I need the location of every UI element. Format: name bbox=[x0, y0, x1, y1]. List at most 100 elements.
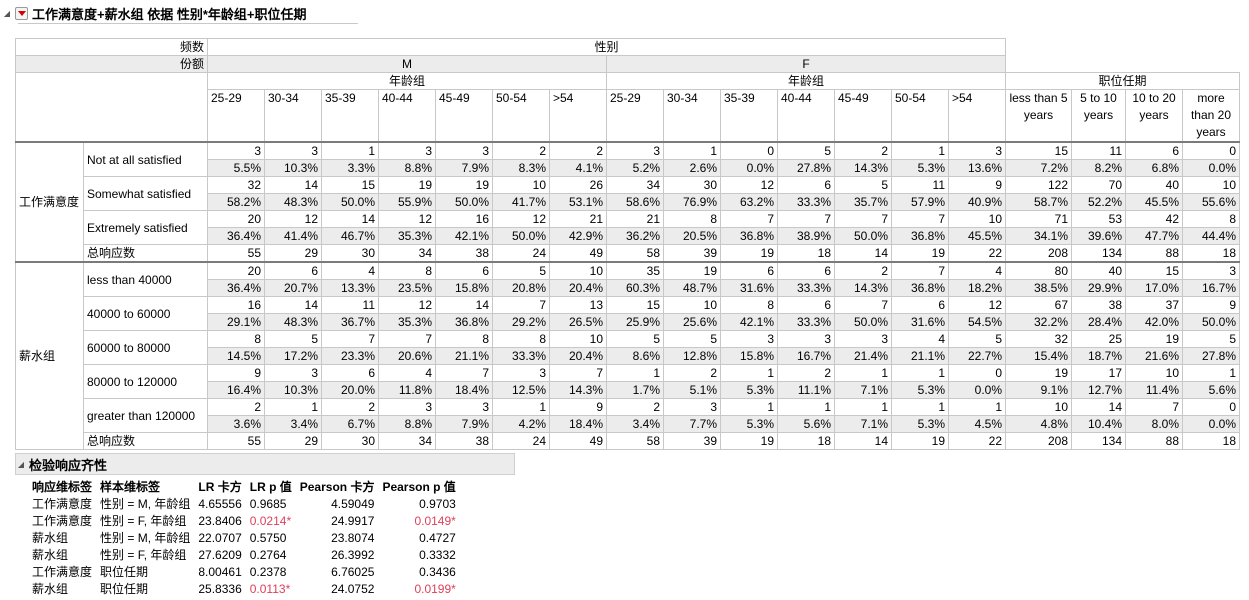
column-header: 25-29 bbox=[606, 89, 664, 143]
column-header: 25-29 bbox=[207, 89, 265, 143]
count-cell: 34 bbox=[606, 176, 664, 194]
pearson-chi-value: 23.8074 bbox=[331, 531, 375, 545]
total-cell: 39 bbox=[663, 244, 721, 263]
share-cell: 5.6% bbox=[777, 415, 835, 433]
total-cell: 38 bbox=[435, 432, 493, 450]
age-group-header-f: 年龄组 bbox=[606, 72, 1006, 90]
count-cell: 3 bbox=[378, 141, 436, 160]
table-row: 36.4% 41.4% 46.7% 35.3% 42.1% 50.0% 42.9% 36.2%… bbox=[16, 227, 1240, 245]
count-cell: 3 bbox=[435, 398, 493, 416]
count-cell: 7 bbox=[720, 210, 778, 228]
count-cell: 10 bbox=[549, 330, 607, 348]
total-cell: 30 bbox=[321, 432, 379, 450]
count-cell: 7 bbox=[435, 364, 493, 382]
count-cell: 7 bbox=[834, 296, 892, 314]
share-cell: 15.4% bbox=[1005, 347, 1072, 365]
count-cell: 3 bbox=[720, 330, 778, 348]
count-cell: 9 bbox=[1182, 296, 1240, 314]
share-cell: 3.6% bbox=[207, 415, 265, 433]
table-row: 60000 to 80000 8 5 7 7 8 8 10 5 5 3 3 3 4 5 32 25 19 5 bbox=[16, 330, 1240, 365]
share-cell: 4.8% bbox=[1005, 415, 1072, 433]
count-cell: 1 bbox=[720, 398, 778, 416]
share-cell: 20.4% bbox=[549, 347, 607, 365]
count-cell: 26 bbox=[549, 176, 607, 194]
share-cell: 41.4% bbox=[264, 227, 322, 245]
count-cell: 11 bbox=[321, 296, 379, 314]
count-cell: 4 bbox=[321, 261, 379, 280]
count-cell: 7 bbox=[834, 210, 892, 228]
red-triangle-menu-icon[interactable] bbox=[15, 6, 28, 20]
share-cell: 21.4% bbox=[834, 347, 892, 365]
share-cell: 29.2% bbox=[492, 313, 550, 331]
disclosure-triangle-icon[interactable]: ◢ bbox=[17, 459, 25, 469]
share-cell: 45.5% bbox=[948, 227, 1006, 245]
gender-m-header: M bbox=[207, 55, 607, 73]
share-cell: 35.7% bbox=[834, 193, 892, 211]
share-cell: 50.0% bbox=[1182, 313, 1240, 331]
count-cell: 6 bbox=[777, 261, 835, 280]
total-cell: 14 bbox=[834, 244, 892, 263]
total-cell: 19 bbox=[891, 432, 949, 450]
sample-dim: 性别 = M, 年龄组 bbox=[100, 497, 191, 511]
share-cell: 4.2% bbox=[492, 415, 550, 433]
count-cell: 9 bbox=[948, 176, 1006, 194]
share-cell: 42.1% bbox=[720, 313, 778, 331]
share-cell: 13.6% bbox=[948, 159, 1006, 177]
table-row: 80000 to 120000 9 3 6 4 7 3 7 1 2 1 2 1 1 0 19 17 10 1 bbox=[16, 364, 1240, 399]
share-cell: 36.4% bbox=[207, 279, 265, 297]
col-sample: 样本维标签 bbox=[100, 480, 161, 494]
share-cell: 42.1% bbox=[435, 227, 493, 245]
sample-dim: 职位任期 bbox=[100, 565, 149, 579]
share-cell: 20.6% bbox=[378, 347, 436, 365]
share-cell: 3.4% bbox=[264, 415, 322, 433]
count-cell: 6 bbox=[1125, 141, 1183, 160]
share-cell: 21.1% bbox=[435, 347, 493, 365]
count-cell: 11 bbox=[891, 176, 949, 194]
share-cell: 27.8% bbox=[1182, 347, 1240, 365]
share-cell: 4.1% bbox=[549, 159, 607, 177]
count-cell: 10 bbox=[663, 296, 721, 314]
column-header-row: 25-29 30-34 35-39 40-44 45-49 50-54 >54 25-29 30… bbox=[16, 89, 1240, 143]
count-cell: 7 bbox=[321, 330, 379, 348]
share-cell: 58.2% bbox=[207, 193, 265, 211]
count-cell: 3 bbox=[663, 398, 721, 416]
count-cell: 3 bbox=[834, 330, 892, 348]
row-level-label: less than 40000 bbox=[83, 261, 208, 297]
sample-dim: 职位任期 bbox=[100, 582, 149, 596]
share-cell: 40.9% bbox=[948, 193, 1006, 211]
count-cell: 32 bbox=[207, 176, 265, 194]
share-cell: 13.3% bbox=[321, 279, 379, 297]
share-cell: 34.1% bbox=[1005, 227, 1072, 245]
share-cell: 76.9% bbox=[663, 193, 721, 211]
share-cell: 50.0% bbox=[834, 313, 892, 331]
count-cell: 0 bbox=[1182, 141, 1240, 160]
count-cell: 5 bbox=[492, 261, 550, 280]
total-cell: 19 bbox=[720, 244, 778, 263]
count-cell: 5 bbox=[834, 176, 892, 194]
row-level-label: Somewhat satisfied bbox=[83, 176, 208, 211]
share-cell: 11.8% bbox=[378, 381, 436, 399]
test-row: 工作满意度 性别 = F, 年龄组 23.8406 0.0214* 24.9917 0.0… bbox=[28, 513, 460, 530]
row-level-label: 40000 to 60000 bbox=[83, 296, 208, 331]
total-cell: 22 bbox=[948, 244, 1006, 263]
share-cell: 3.3% bbox=[321, 159, 379, 177]
share-cell: 5.2% bbox=[606, 159, 664, 177]
total-cell: 55 bbox=[207, 244, 265, 263]
table-row: 36.4% 20.7% 13.3% 23.5% 15.8% 20.8% 20.4% 60.3%… bbox=[16, 279, 1240, 297]
count-cell: 6 bbox=[435, 261, 493, 280]
share-cell: 7.9% bbox=[435, 415, 493, 433]
count-cell: 6 bbox=[891, 296, 949, 314]
share-cell: 5.5% bbox=[207, 159, 265, 177]
count-cell: 1 bbox=[1182, 364, 1240, 382]
table-row: greater than 120000 2 1 2 3 3 1 9 2 3 1 1 1 1 1 10 14 7 0 bbox=[16, 398, 1240, 433]
share-cell: 31.6% bbox=[720, 279, 778, 297]
share-cell: 25.9% bbox=[606, 313, 664, 331]
share-cell: 35.3% bbox=[378, 313, 436, 331]
count-cell: 5 bbox=[264, 330, 322, 348]
count-cell: 19 bbox=[378, 176, 436, 194]
total-cell: 29 bbox=[264, 244, 322, 263]
share-cell: 29.1% bbox=[207, 313, 265, 331]
disclosure-triangle-icon[interactable]: ◢ bbox=[3, 8, 11, 18]
share-cell: 14.5% bbox=[207, 347, 265, 365]
count-cell: 1 bbox=[891, 141, 949, 160]
